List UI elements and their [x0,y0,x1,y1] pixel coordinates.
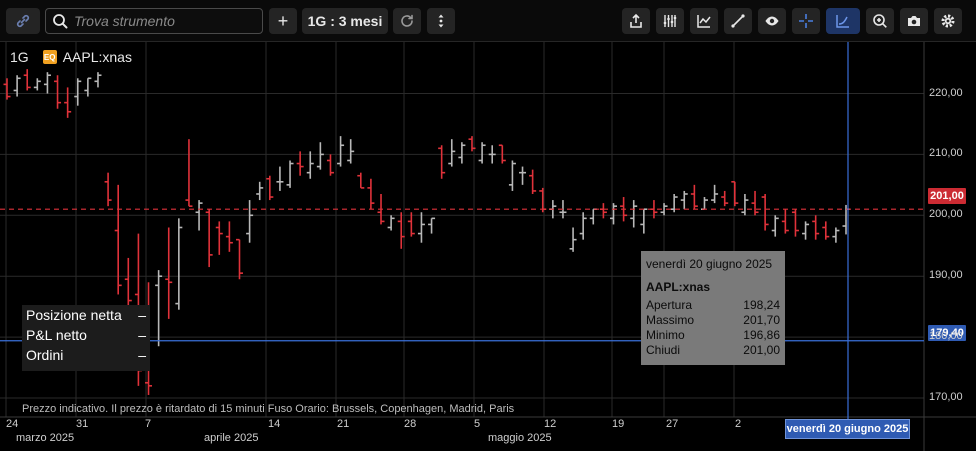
tooltip-label: Apertura [646,298,693,312]
x-tick-label: 14 [268,418,281,430]
x-tick-label: 5 [474,418,481,430]
x-month-label: marzo 2025 [16,432,75,444]
link-icon[interactable] [6,8,40,34]
net-position-label: Posizione netta [26,307,122,323]
y-tick-label: 190,00 [929,269,963,282]
x-tick-label: 21 [337,418,350,430]
share-icon[interactable] [622,8,650,34]
delay-footnote: Prezzo indicativo. Il prezzo è ritardato… [22,403,515,415]
tooltip-value: 201,70 [743,313,780,327]
tooltip-value: 201,00 [743,343,780,357]
x-tick-label: 24 [6,418,19,430]
tooltip-label: Massimo [646,313,695,327]
crosshair-icon[interactable] [792,8,820,34]
curve-icon[interactable] [826,8,860,34]
add-button[interactable]: + [269,8,297,34]
x-tick-label: 19 [612,418,625,430]
net-pl-value: – [138,327,146,343]
more-vertical-icon[interactable] [427,8,455,34]
tooltip-symbol: AAPL:xnas [646,280,711,294]
orders-row: Ordini – [22,345,150,365]
camera-icon[interactable] [900,8,928,34]
tooltip-row-high: Massimo 201,70 [646,313,780,328]
tooltip-label: Chiudi [646,343,681,357]
x-tick-label: 2 [735,418,742,430]
tooltip-value: 198,24 [743,298,780,312]
net-pl-label: P&L netto [26,327,87,343]
period-button[interactable]: 1G : 3 mesi [302,8,388,34]
x-tick-label: 12 [544,418,557,430]
y-tick-label: 220,00 [929,86,963,99]
tooltip-date: venerdì 20 giugno 2025 [646,257,773,271]
x-tick-label: 28 [404,418,417,430]
add-label: + [277,10,289,31]
settings-icon[interactable] [934,8,962,34]
net-pl-row: P&L netto – [22,325,150,345]
x-tick-label: 27 [666,418,679,430]
search-icon [53,14,68,29]
symbol-label: AAPL:xnas [62,49,132,65]
tooltip-value: 196,86 [743,328,780,342]
interval-label: 1G [10,49,29,65]
net-position-row: Posizione netta – [22,305,150,325]
position-panel: Posizione netta – P&L netto – Ordini – [22,305,150,371]
draw-line-icon[interactable] [724,8,752,34]
visibility-icon[interactable] [758,8,786,34]
y-tick-label: 210,00 [929,147,963,160]
y-tick-label: 170,00 [929,391,963,403]
cursor-price-tag: 179,40 [928,325,966,341]
search-box[interactable] [45,8,263,34]
x-tick-label: 31 [76,418,89,430]
x-tick-label: 7 [145,418,152,430]
net-position-value: – [138,307,146,323]
x-month-label: maggio 2025 [488,432,552,444]
search-input[interactable] [74,13,244,29]
refresh-icon[interactable] [393,8,421,34]
tooltip-row-low: Minimo 196,86 [646,328,780,343]
ohlc-tooltip: venerdì 20 giugno 2025 AAPL:xnas Apertur… [641,251,785,365]
indicators-icon[interactable] [656,8,684,34]
toolbar: + 1G : 3 mesi [0,0,976,42]
y-tick-label: 200,00 [929,208,963,221]
zoom-icon[interactable] [866,8,894,34]
orders-value: – [138,347,146,363]
x-month-label: aprile 2025 [204,432,259,444]
orders-label: Ordini [26,347,64,363]
tooltip-row-open: Apertura 198,24 [646,298,780,313]
y-tick-label: 180,00 [929,330,963,343]
equity-badge: EQ [42,50,57,64]
cursor-date-tag: venerdì 20 giugno 2025 [785,419,910,439]
last-price-tag: 201,00 [928,188,966,204]
chart-type-icon[interactable] [690,8,718,34]
instrument-header: 1G EQ AAPL:xnas [10,49,132,65]
tooltip-row-close: Chiudi 201,00 [646,343,780,358]
tooltip-label: Minimo [646,328,685,342]
period-label: 1G : 3 mesi [307,13,383,29]
